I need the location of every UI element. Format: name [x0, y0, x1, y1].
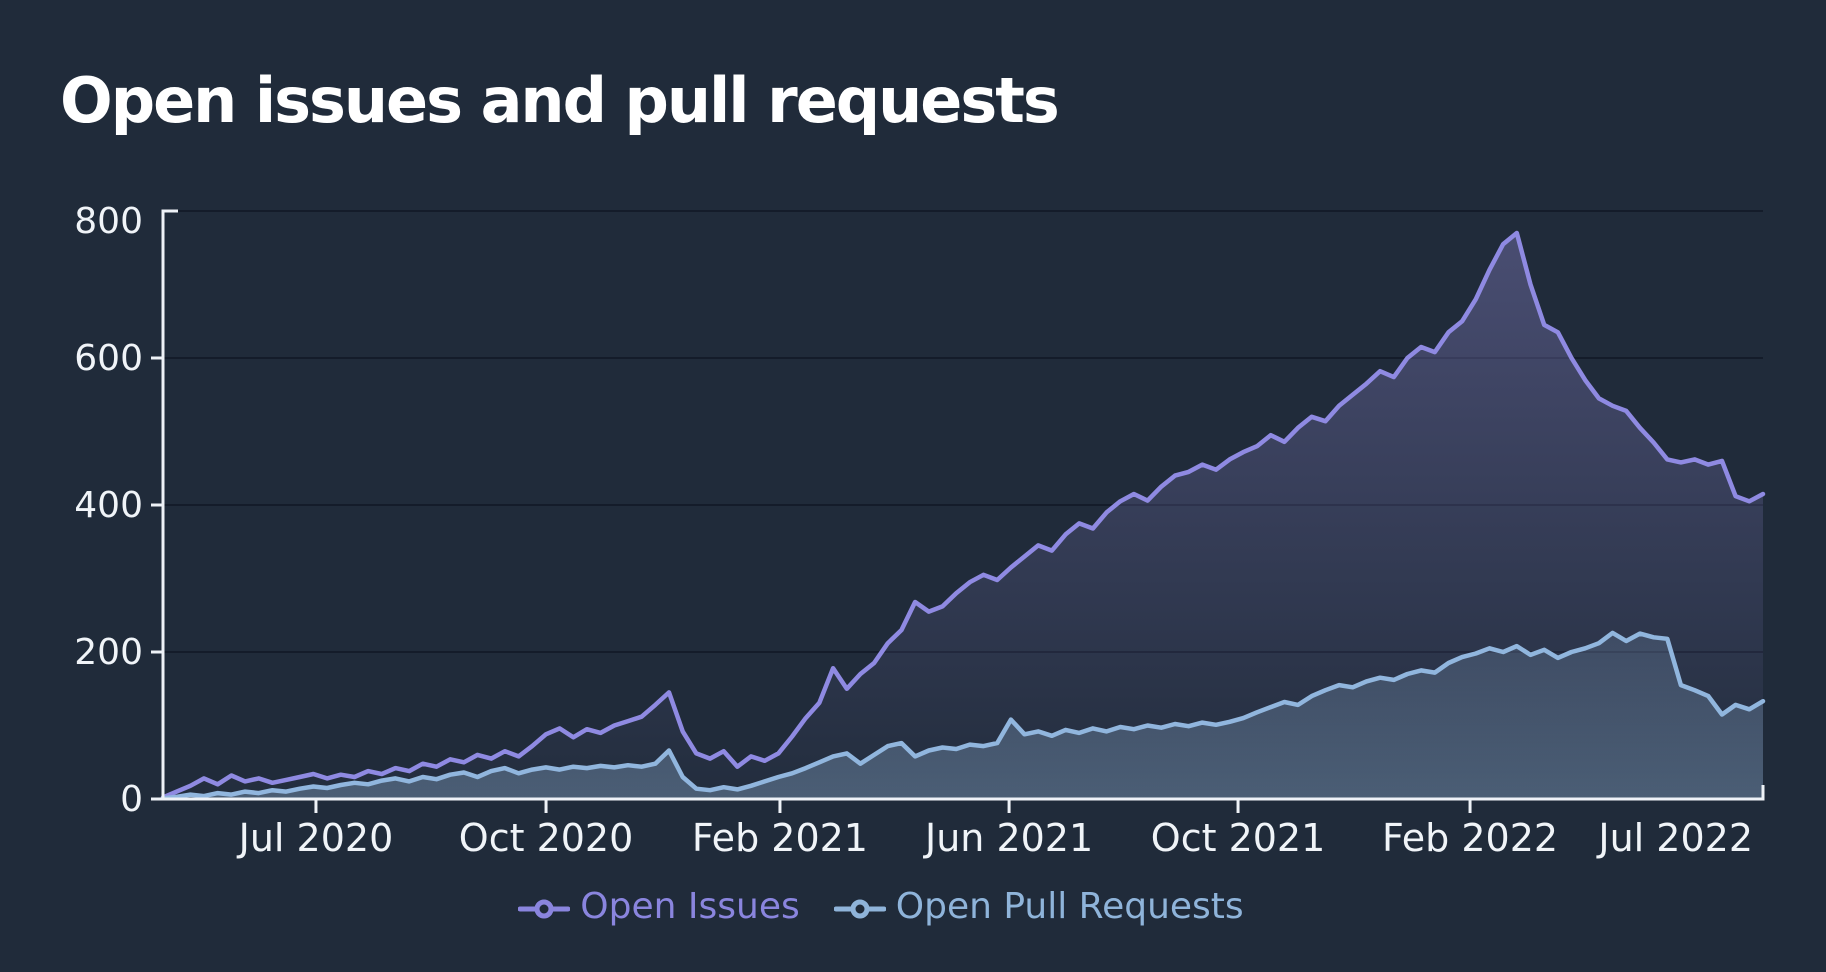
- legend-label: Open Issues: [580, 886, 800, 927]
- y-axis-tick-label: 800: [74, 201, 143, 242]
- x-axis-tick-label: Oct 2021: [1151, 816, 1326, 860]
- y-axis-tick-label: 600: [74, 338, 143, 379]
- x-axis-tick-label: Feb 2021: [692, 816, 868, 860]
- x-axis-tick-label: Jul 2022: [1596, 816, 1753, 860]
- page-title: Open issues and pull requests: [60, 63, 1060, 137]
- y-axis-tick-label: 200: [74, 632, 143, 673]
- legend-label: Open Pull Requests: [895, 886, 1244, 927]
- x-axis-tick-label: Jun 2021: [923, 816, 1093, 860]
- x-axis-tick-label: Jul 2020: [237, 816, 394, 860]
- y-axis-tick-label: 400: [74, 485, 143, 526]
- x-axis-tick-label: Oct 2020: [459, 816, 634, 860]
- legend: Open Issues Open Pull Requests: [0, 886, 1762, 927]
- x-axis-tick-label: Feb 2022: [1382, 816, 1558, 860]
- open-issues-marker-icon: [517, 892, 571, 922]
- legend-item-open-pull-requests[interactable]: Open Pull Requests: [833, 886, 1244, 927]
- y-axis-tick-label: 0: [120, 779, 143, 820]
- legend-item-open-issues[interactable]: Open Issues: [517, 886, 800, 927]
- open-pull-requests-marker-icon: [833, 892, 887, 922]
